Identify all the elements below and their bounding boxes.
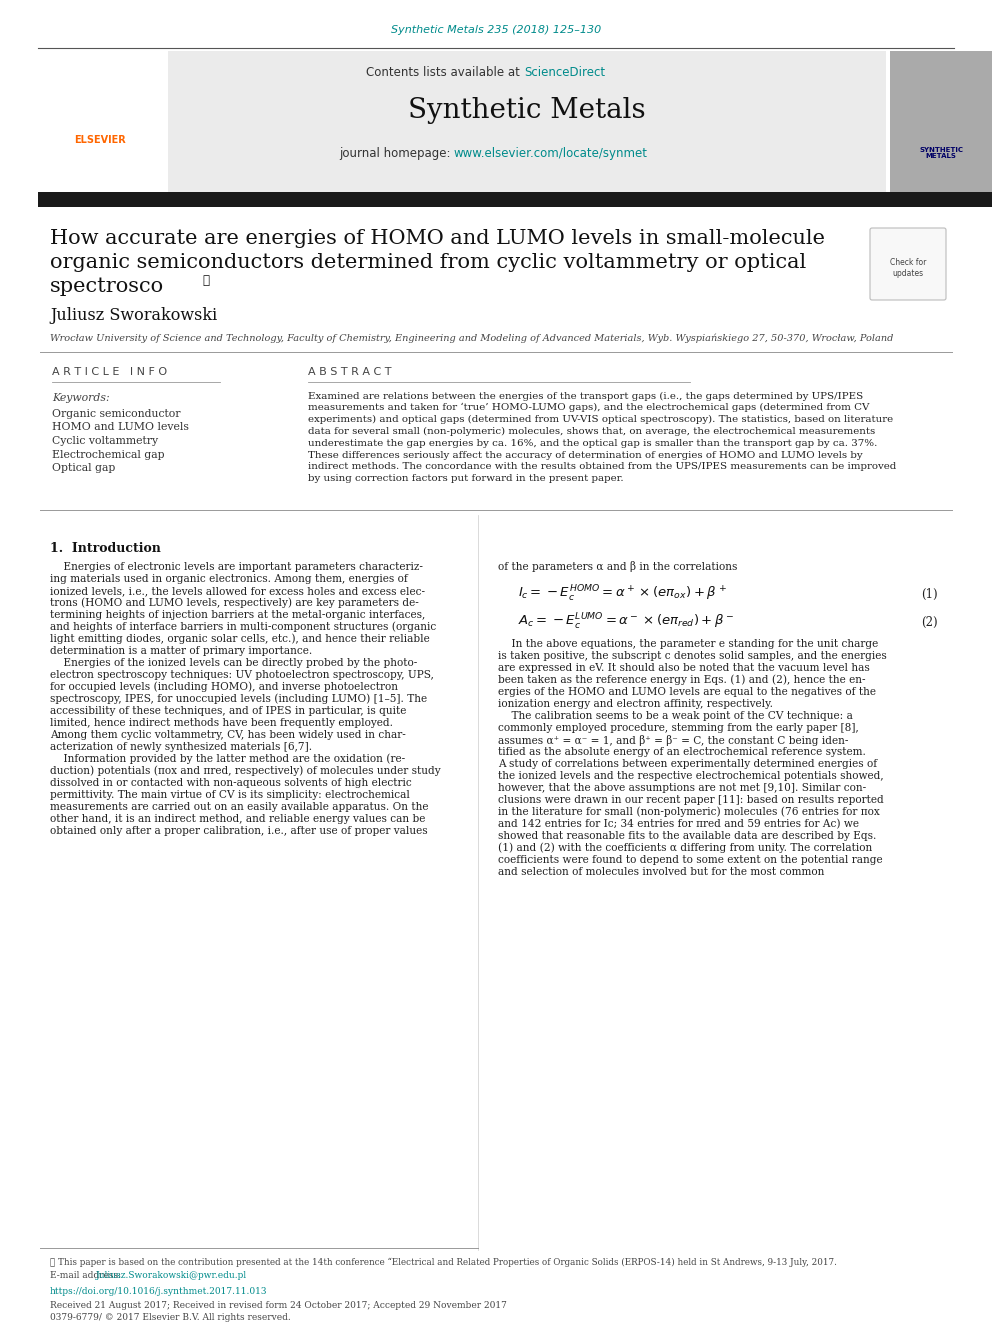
Text: Synthetic Metals: Synthetic Metals: [408, 97, 646, 123]
Text: A B S T R A C T: A B S T R A C T: [308, 366, 392, 377]
Text: Organic semiconductor: Organic semiconductor: [52, 409, 181, 419]
Text: Received 21 August 2017; Received in revised form 24 October 2017; Accepted 29 N: Received 21 August 2017; Received in rev…: [50, 1301, 507, 1310]
Text: (1): (1): [922, 587, 938, 601]
Text: ergies of the HOMO and LUMO levels are equal to the negatives of the: ergies of the HOMO and LUMO levels are e…: [498, 687, 876, 697]
Text: organic semiconductors determined from cyclic voltammetry or optical: organic semiconductors determined from c…: [50, 253, 806, 271]
Text: electron spectroscopy techniques: UV photoelectron spectroscopy, UPS,: electron spectroscopy techniques: UV pho…: [50, 669, 434, 680]
Text: (1) and (2) with the coefficients α differing from unity. The correlation: (1) and (2) with the coefficients α diff…: [498, 843, 872, 853]
Text: In the above equations, the parameter e standing for the unit charge: In the above equations, the parameter e …: [498, 639, 878, 650]
Text: 1.  Introduction: 1. Introduction: [50, 541, 161, 554]
Text: Energies of the ionized levels can be directly probed by the photo-: Energies of the ionized levels can be di…: [50, 658, 418, 668]
Text: $I_c = -E_c^{HOMO} = \alpha^+ \times (e\pi_{ox}) + \beta^+$: $I_c = -E_c^{HOMO} = \alpha^+ \times (e\…: [518, 583, 727, 605]
Text: other hand, it is an indirect method, and reliable energy values can be: other hand, it is an indirect method, an…: [50, 814, 426, 824]
Text: spectrosco: spectrosco: [50, 277, 164, 295]
Text: HOMO and LUMO levels: HOMO and LUMO levels: [52, 422, 188, 433]
Text: Synthetic Metals 235 (2018) 125–130: Synthetic Metals 235 (2018) 125–130: [391, 25, 601, 34]
Text: indirect methods. The concordance with the results obtained from the UPS/IPES me: indirect methods. The concordance with t…: [308, 462, 896, 471]
Text: termining heights of injection barriers at the metal-organic interfaces,: termining heights of injection barriers …: [50, 610, 426, 620]
Text: accessibility of these techniques, and of IPES in particular, is quite: accessibility of these techniques, and o…: [50, 706, 407, 716]
Text: clusions were drawn in our recent paper [11]: based on results reported: clusions were drawn in our recent paper …: [498, 795, 884, 804]
Text: data for several small (non-polymeric) molecules, shows that, on average, the el: data for several small (non-polymeric) m…: [308, 427, 875, 437]
Text: however, that the above assumptions are not met [9,10]. Similar con-: however, that the above assumptions are …: [498, 783, 866, 792]
Text: Check for
updates: Check for updates: [890, 258, 927, 278]
Text: tified as the absolute energy of an electrochemical reference system.: tified as the absolute energy of an elec…: [498, 747, 866, 757]
Text: experiments) and optical gaps (determined from UV-VIS optical spectroscopy). The: experiments) and optical gaps (determine…: [308, 415, 893, 425]
Text: the ionized levels and the respective electrochemical potentials showed,: the ionized levels and the respective el…: [498, 771, 884, 781]
Text: Wrocław University of Science and Technology, Faculty of Chemistry, Engineering : Wrocław University of Science and Techno…: [50, 333, 894, 343]
Text: Contents lists available at: Contents lists available at: [366, 66, 524, 78]
Text: determination is a matter of primary importance.: determination is a matter of primary imp…: [50, 646, 312, 656]
Text: and 142 entries for Ic; 34 entries for πred and 59 entries for Ac) we: and 142 entries for Ic; 34 entries for π…: [498, 819, 859, 830]
Text: underestimate the gap energies by ca. 16%, and the optical gap is smaller than t: underestimate the gap energies by ca. 16…: [308, 439, 877, 447]
Text: Juliusz Sworakowski: Juliusz Sworakowski: [50, 307, 217, 324]
Text: measurements are carried out on an easily available apparatus. On the: measurements are carried out on an easil…: [50, 802, 429, 812]
Text: https://doi.org/10.1016/j.synthmet.2017.11.013: https://doi.org/10.1016/j.synthmet.2017.…: [50, 1287, 268, 1297]
Text: measurements and taken for ‘true’ HOMO-LUMO gaps), and the electrochemical gaps : measurements and taken for ‘true’ HOMO-L…: [308, 404, 869, 413]
Text: light emitting diodes, organic solar cells, etc.), and hence their reliable: light emitting diodes, organic solar cel…: [50, 634, 430, 644]
Text: ⋆ This paper is based on the contribution presented at the 14th conference “Elec: ⋆ This paper is based on the contributio…: [50, 1257, 837, 1266]
Text: How accurate are energies of HOMO and LUMO levels in small-molecule: How accurate are energies of HOMO and LU…: [50, 229, 825, 247]
Text: A R T I C L E   I N F O: A R T I C L E I N F O: [52, 366, 167, 377]
Text: These differences seriously affect the accuracy of determination of energies of : These differences seriously affect the a…: [308, 451, 863, 459]
Text: Energies of electronic levels are important parameters characteriz-: Energies of electronic levels are import…: [50, 562, 423, 572]
Text: ionization energy and electron affinity, respectively.: ionization energy and electron affinity,…: [498, 699, 773, 709]
Text: A study of correlations between experimentally determined energies of: A study of correlations between experime…: [498, 759, 877, 769]
Text: Keywords:: Keywords:: [52, 393, 110, 404]
Text: of the parameters α and β in the correlations: of the parameters α and β in the correla…: [498, 561, 737, 573]
Text: Examined are relations between the energies of the transport gaps (i.e., the gap: Examined are relations between the energ…: [308, 392, 863, 401]
Text: dissolved in or contacted with non-aqueous solvents of high electric: dissolved in or contacted with non-aqueo…: [50, 778, 412, 789]
Text: journal homepage:: journal homepage:: [338, 147, 454, 160]
Text: ionized levels, i.e., the levels allowed for excess holes and excess elec-: ionized levels, i.e., the levels allowed…: [50, 586, 425, 595]
Text: by using correction factors put forward in the present paper.: by using correction factors put forward …: [308, 474, 624, 483]
FancyBboxPatch shape: [870, 228, 946, 300]
Text: ELSEVIER: ELSEVIER: [74, 135, 126, 146]
Text: SYNTHETIC
METALS: SYNTHETIC METALS: [919, 147, 963, 160]
Text: assumes α⁺ = α⁻ = 1, and β⁺ = β⁻ = C, the constant C being iden-: assumes α⁺ = α⁻ = 1, and β⁺ = β⁻ = C, th…: [498, 734, 848, 745]
Text: limited, hence indirect methods have been frequently employed.: limited, hence indirect methods have bee…: [50, 718, 393, 728]
Text: (2): (2): [922, 615, 938, 628]
Text: ⋆: ⋆: [202, 274, 209, 287]
Text: for occupied levels (including HOMO), and inverse photoelectron: for occupied levels (including HOMO), an…: [50, 681, 398, 692]
Bar: [38, 52, 165, 193]
Text: duction) potentials (πox and πred, respectively) of molecules under study: duction) potentials (πox and πred, respe…: [50, 766, 440, 777]
Text: spectroscopy, IPES, for unoccupied levels (including LUMO) [1–5]. The: spectroscopy, IPES, for unoccupied level…: [50, 693, 428, 704]
Text: Among them cyclic voltammetry, CV, has been widely used in char-: Among them cyclic voltammetry, CV, has b…: [50, 730, 406, 740]
Text: Juliusz.Sworakowski@pwr.edu.pl: Juliusz.Sworakowski@pwr.edu.pl: [96, 1271, 247, 1281]
Bar: [890, 52, 992, 193]
Text: $A_c = -E_c^{LUMO} = \alpha^- \times (e\pi_{red}) + \beta^-$: $A_c = -E_c^{LUMO} = \alpha^- \times (e\…: [518, 613, 735, 632]
Text: Cyclic voltammetry: Cyclic voltammetry: [52, 437, 158, 446]
Text: 0379-6779/ © 2017 Elsevier B.V. All rights reserved.: 0379-6779/ © 2017 Elsevier B.V. All righ…: [50, 1314, 291, 1323]
Text: The calibration seems to be a weak point of the CV technique: a: The calibration seems to be a weak point…: [498, 710, 853, 721]
Text: Electrochemical gap: Electrochemical gap: [52, 450, 165, 459]
Text: ing materials used in organic electronics. Among them, energies of: ing materials used in organic electronic…: [50, 574, 408, 583]
Text: Optical gap: Optical gap: [52, 463, 115, 474]
Text: trons (HOMO and LUMO levels, respectively) are key parameters de-: trons (HOMO and LUMO levels, respectivel…: [50, 598, 419, 609]
Text: www.elsevier.com/locate/synmet: www.elsevier.com/locate/synmet: [454, 147, 648, 160]
Text: been taken as the reference energy in Eqs. (1) and (2), hence the en-: been taken as the reference energy in Eq…: [498, 675, 865, 685]
Bar: [168, 52, 886, 193]
Bar: [38, 192, 992, 206]
Text: and selection of molecules involved but for the most common: and selection of molecules involved but …: [498, 867, 824, 877]
Text: acterization of newly synthesized materials [6,7].: acterization of newly synthesized materi…: [50, 742, 312, 751]
Text: and heights of interface barriers in multi-component structures (organic: and heights of interface barriers in mul…: [50, 622, 436, 632]
Text: showed that reasonable fits to the available data are described by Eqs.: showed that reasonable fits to the avail…: [498, 831, 876, 841]
Text: is taken positive, the subscript c denotes solid samples, and the energies: is taken positive, the subscript c denot…: [498, 651, 887, 662]
Text: ScienceDirect: ScienceDirect: [524, 66, 605, 78]
Text: Information provided by the latter method are the oxidation (re-: Information provided by the latter metho…: [50, 754, 405, 765]
Text: are expressed in eV. It should also be noted that the vacuum level has: are expressed in eV. It should also be n…: [498, 663, 870, 673]
Text: obtained only after a proper calibration, i.e., after use of proper values: obtained only after a proper calibration…: [50, 826, 428, 836]
Text: E-mail address:: E-mail address:: [50, 1271, 124, 1281]
Text: coefficients were found to depend to some extent on the potential range: coefficients were found to depend to som…: [498, 855, 883, 865]
Text: commonly employed procedure, stemming from the early paper [8],: commonly employed procedure, stemming fr…: [498, 722, 859, 733]
Text: in the literature for small (non-polymeric) molecules (76 entries for πox: in the literature for small (non-polymer…: [498, 807, 880, 818]
Text: permittivity. The main virtue of CV is its simplicity: electrochemical: permittivity. The main virtue of CV is i…: [50, 790, 410, 800]
